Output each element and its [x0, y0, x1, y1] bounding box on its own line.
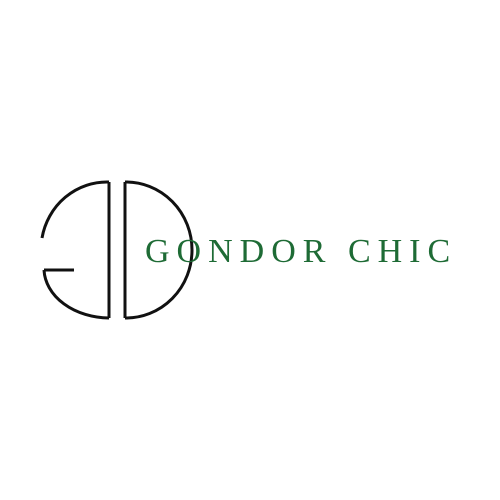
- brand-name: GONDOR CHIC: [145, 233, 458, 270]
- monogram-right-arc: [124, 180, 194, 320]
- monogram-left-lower-arc: [42, 269, 110, 320]
- monogram-left-arc: [40, 180, 110, 239]
- monogram-icon: [40, 180, 194, 320]
